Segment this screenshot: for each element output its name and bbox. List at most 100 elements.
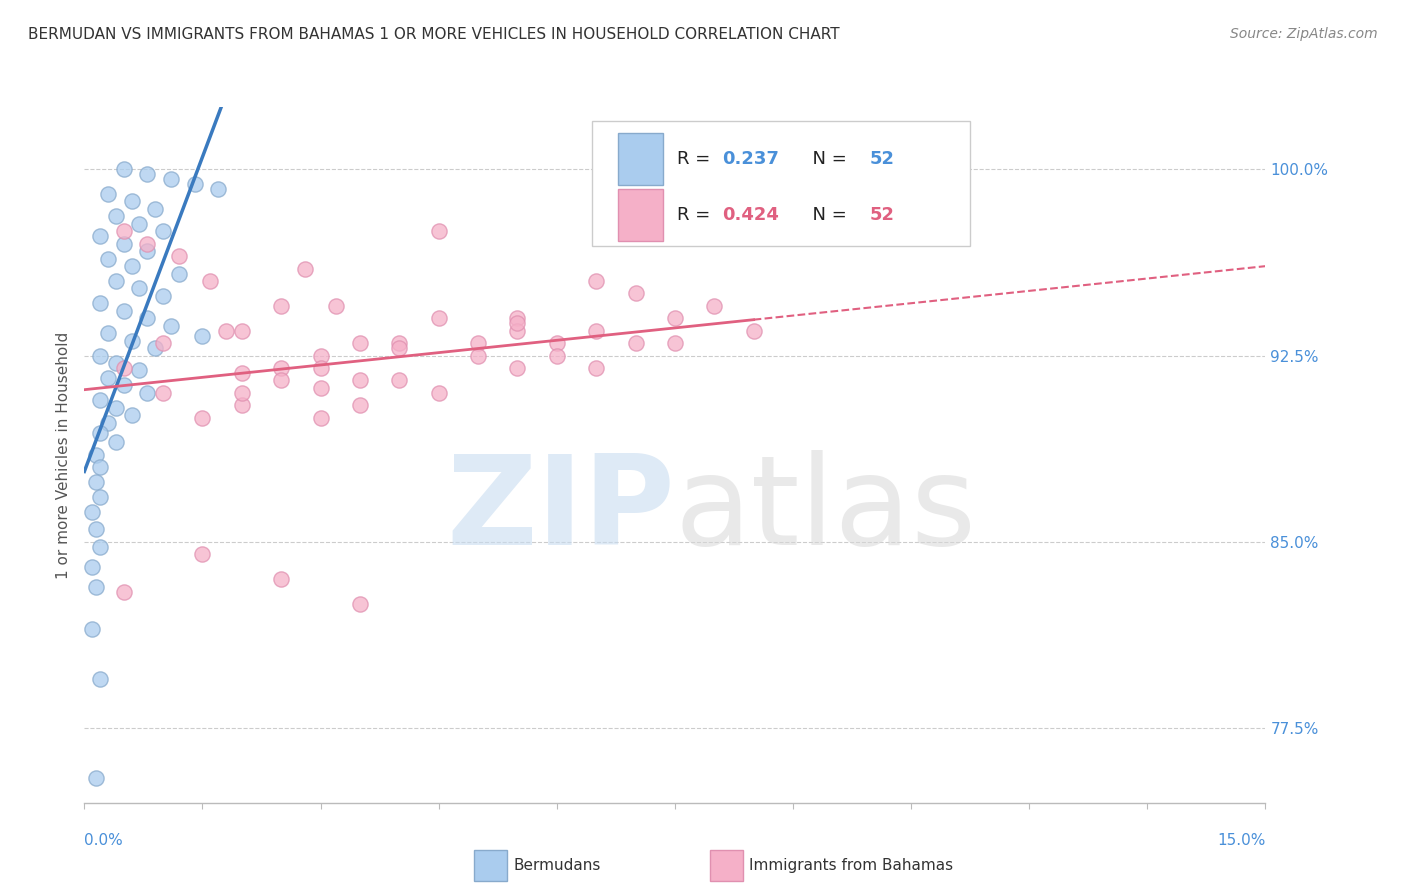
Point: [231, 398, 253, 412]
Text: 15.0%: 15.0%: [1218, 832, 1265, 847]
Point: [84, 580, 107, 594]
Point: [152, 336, 174, 351]
Point: [97, 416, 120, 430]
Point: [183, 177, 205, 191]
Point: [506, 311, 529, 326]
Point: [89, 490, 111, 504]
Point: [84, 523, 107, 537]
Point: [388, 336, 411, 351]
Point: [136, 236, 159, 251]
Point: [506, 361, 529, 376]
Point: [104, 274, 127, 288]
Point: [624, 286, 647, 301]
Text: atlas: atlas: [675, 450, 977, 571]
Point: [349, 597, 371, 611]
Point: [467, 349, 489, 363]
Point: [200, 274, 222, 288]
Point: [136, 167, 159, 181]
Point: [152, 385, 174, 400]
Point: [84, 448, 107, 462]
Point: [742, 324, 765, 338]
Point: [309, 410, 332, 425]
Bar: [619, 133, 664, 186]
Point: [167, 249, 190, 263]
Text: N =: N =: [801, 150, 853, 168]
Point: [427, 385, 450, 400]
Point: [121, 259, 143, 273]
Point: [270, 373, 292, 387]
Point: [427, 311, 450, 326]
Point: [121, 334, 143, 348]
Point: [128, 363, 150, 377]
Point: [309, 361, 332, 376]
Point: [215, 324, 238, 338]
Point: [546, 349, 568, 363]
Text: Bermudans: Bermudans: [513, 858, 600, 873]
Point: [664, 311, 686, 326]
Point: [112, 224, 135, 238]
Point: [136, 244, 159, 259]
Point: [270, 361, 292, 376]
Point: [112, 378, 135, 392]
Text: R =: R =: [678, 206, 716, 224]
Point: [104, 435, 127, 450]
Point: [97, 326, 120, 340]
Point: [84, 771, 107, 785]
Point: [160, 318, 183, 333]
Point: [191, 410, 214, 425]
Point: [585, 361, 607, 376]
Text: Immigrants from Bahamas: Immigrants from Bahamas: [749, 858, 953, 873]
Point: [121, 408, 143, 422]
Point: [231, 366, 253, 380]
Point: [104, 356, 127, 370]
Point: [89, 296, 111, 310]
Point: [112, 584, 135, 599]
Point: [270, 299, 292, 313]
Text: 0.237: 0.237: [723, 150, 779, 168]
Point: [191, 328, 214, 343]
Point: [89, 349, 111, 363]
Point: [167, 267, 190, 281]
Point: [128, 217, 150, 231]
Point: [121, 194, 143, 209]
Point: [160, 172, 183, 186]
Point: [152, 224, 174, 238]
Point: [546, 336, 568, 351]
Bar: [710, 850, 744, 880]
Text: BERMUDAN VS IMMIGRANTS FROM BAHAMAS 1 OR MORE VEHICLES IN HOUSEHOLD CORRELATION : BERMUDAN VS IMMIGRANTS FROM BAHAMAS 1 OR…: [28, 27, 839, 42]
Point: [143, 202, 166, 216]
Point: [112, 236, 135, 251]
Point: [89, 425, 111, 440]
Point: [506, 316, 529, 330]
Point: [349, 398, 371, 412]
Point: [349, 336, 371, 351]
Point: [104, 210, 127, 224]
Text: Source: ZipAtlas.com: Source: ZipAtlas.com: [1230, 27, 1378, 41]
Point: [703, 299, 725, 313]
Text: 52: 52: [870, 150, 894, 168]
Point: [231, 324, 253, 338]
Point: [82, 505, 104, 519]
Point: [427, 224, 450, 238]
Text: 0.0%: 0.0%: [84, 832, 124, 847]
Point: [309, 349, 332, 363]
Bar: [474, 850, 508, 880]
Point: [270, 572, 292, 586]
Point: [89, 229, 111, 244]
Point: [325, 299, 347, 313]
Point: [388, 373, 411, 387]
Text: R =: R =: [678, 150, 716, 168]
Point: [112, 303, 135, 318]
Point: [309, 381, 332, 395]
Point: [89, 672, 111, 686]
FancyBboxPatch shape: [592, 121, 970, 246]
Point: [585, 274, 607, 288]
Text: N =: N =: [801, 206, 853, 224]
Point: [152, 289, 174, 303]
Bar: [619, 188, 664, 241]
Point: [191, 547, 214, 561]
Point: [585, 324, 607, 338]
Point: [89, 540, 111, 554]
Point: [112, 361, 135, 376]
Point: [82, 559, 104, 574]
